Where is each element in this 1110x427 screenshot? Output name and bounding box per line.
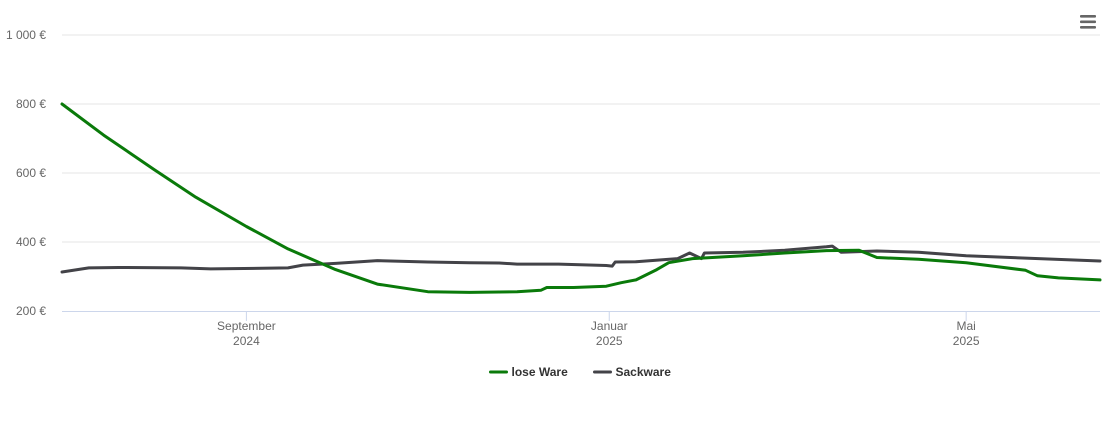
x-tick-label: September bbox=[217, 319, 276, 333]
legend: lose Ware Sackware bbox=[489, 365, 672, 379]
legend-item-sackware[interactable]: Sackware bbox=[593, 365, 672, 379]
series-lines bbox=[60, 102, 1102, 294]
y-tick-label: 800 € bbox=[16, 97, 46, 111]
legend-label: lose Ware bbox=[512, 365, 569, 379]
y-tick-label: 1 000 € bbox=[6, 28, 46, 42]
x-tick-label: Januar bbox=[591, 319, 628, 333]
y-tick-label: 200 € bbox=[16, 304, 46, 318]
y-tick-label: 400 € bbox=[16, 235, 46, 249]
y-axis-labels: 1 000 € 800 € 600 € 400 € 200 € bbox=[6, 28, 46, 318]
series-line-sackware[interactable] bbox=[60, 244, 1102, 274]
x-tick-label: Mai bbox=[956, 319, 975, 333]
hamburger-menu-icon[interactable] bbox=[1076, 12, 1100, 32]
x-tick-sublabel: 2024 bbox=[233, 334, 260, 348]
x-axis bbox=[62, 311, 1100, 321]
legend-label: Sackware bbox=[616, 365, 672, 379]
x-tick-sublabel: 2025 bbox=[596, 334, 623, 348]
x-tick-sublabel: 2025 bbox=[953, 334, 980, 348]
series-line-lose-ware[interactable] bbox=[60, 102, 1102, 294]
y-tick-label: 600 € bbox=[16, 166, 46, 180]
grid-lines bbox=[62, 34, 1100, 243]
legend-item-lose-ware[interactable]: lose Ware bbox=[489, 365, 569, 379]
